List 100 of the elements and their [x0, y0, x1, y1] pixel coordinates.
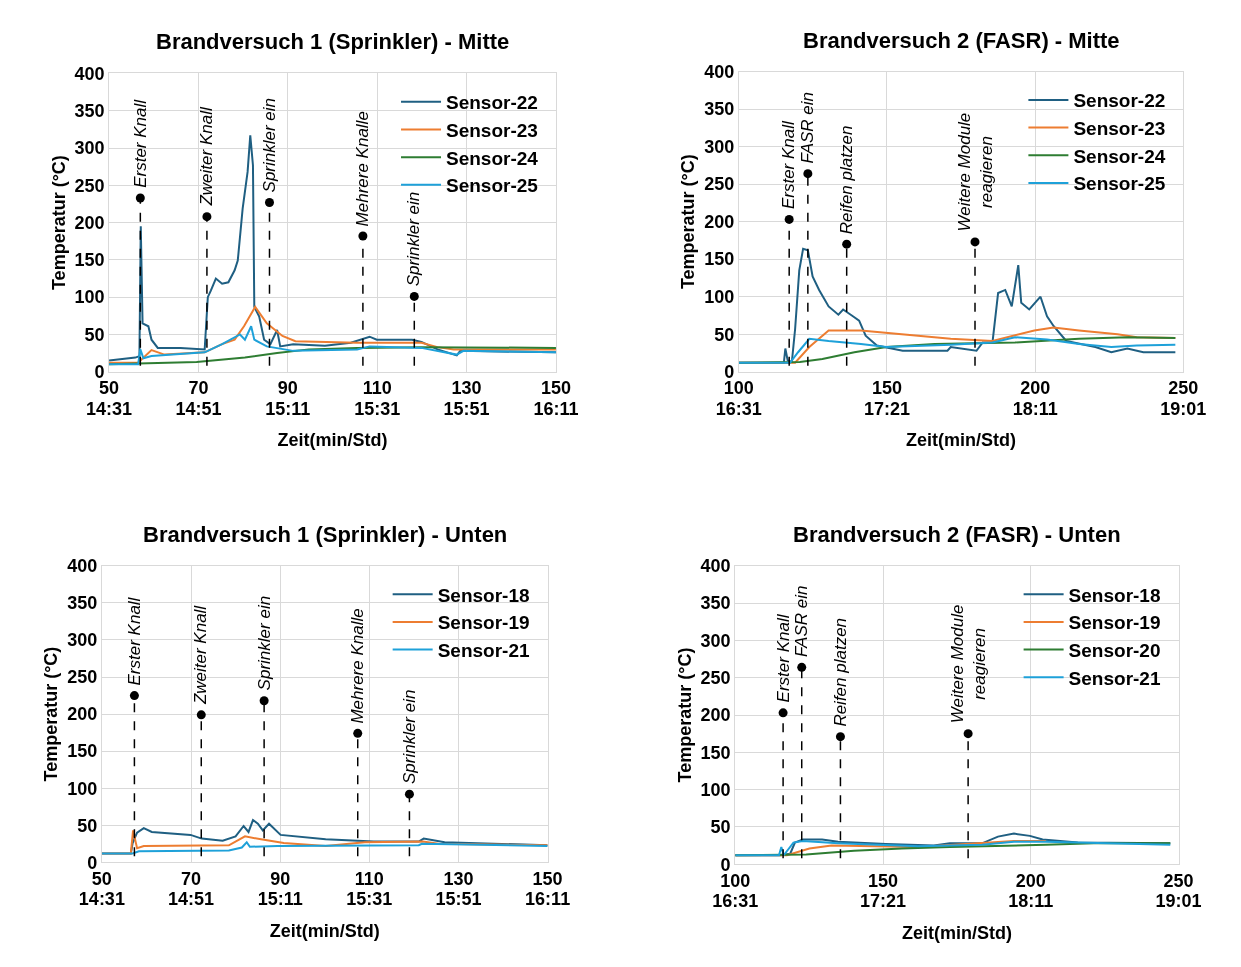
- x-tick-label: 70: [181, 868, 202, 889]
- y-tick-label: 300: [700, 630, 731, 651]
- annotation: Erster Knall: [125, 596, 145, 686]
- x-tick-label: 250: [1163, 870, 1194, 891]
- y-tick-label: 400: [74, 63, 105, 84]
- x2-tick-label: 14:31: [86, 398, 133, 419]
- x-tick-label: 150: [532, 868, 563, 889]
- y-tick-label: 150: [700, 742, 731, 763]
- y-tick-label: 100: [67, 778, 98, 799]
- x-tick-label: 200: [1020, 378, 1051, 399]
- y-tick-label: 300: [67, 630, 98, 651]
- y-tick-label: 50: [77, 815, 98, 836]
- annotation: Weitere Module reagieren: [947, 604, 990, 724]
- annotation: Zweiter Knall: [197, 106, 217, 207]
- y-axis-title: Temperatur (°C): [41, 646, 62, 782]
- x2-tick-label: 19:01: [1160, 398, 1207, 419]
- line-series: [101, 841, 548, 855]
- x2-tick-label: 18:11: [1008, 891, 1054, 912]
- annotation: Reifen platzen: [831, 617, 851, 727]
- y-tick-label: 300: [704, 136, 735, 157]
- x-tick-label: 250: [1168, 378, 1199, 399]
- x-axis-title: Zeit(min/Std): [269, 921, 380, 941]
- annotation: Erster Knall: [773, 613, 793, 703]
- x2-tick-label: 14:31: [78, 889, 125, 910]
- y-axis-title: Temperatur (°C): [48, 155, 69, 291]
- annotation: Reifen platzen: [837, 125, 857, 235]
- legend-label: Sensor-22: [1073, 90, 1166, 112]
- line-series: [109, 325, 556, 366]
- x-axis-title: Zeit(min/Std): [901, 922, 1012, 943]
- y-tick-label: 50: [714, 324, 735, 345]
- y-tick-label: 100: [704, 287, 735, 307]
- x2-tick-label: 17:21: [859, 891, 907, 912]
- annotation: Weitere Module reagieren: [954, 112, 996, 232]
- x-axis-title: Zeit(min/Std): [277, 430, 388, 451]
- line-series: [109, 305, 556, 364]
- legend-label: Sensor-23: [1073, 117, 1166, 139]
- x-axis-title: Zeit(min/Std): [906, 430, 1017, 451]
- y-tick-label: 350: [700, 593, 731, 614]
- x-tick-label: 150: [871, 378, 903, 399]
- x2-tick-label: 16:11: [533, 398, 579, 419]
- y-tick-label: 50: [84, 324, 105, 345]
- y-tick-label: 150: [704, 249, 735, 270]
- x2-tick-label: 18:11: [1012, 398, 1058, 419]
- y-tick-label: 200: [74, 212, 105, 233]
- annotation: Sprinkler ein: [259, 97, 279, 193]
- annotation: Erster Knall: [779, 120, 799, 210]
- annotation: FASR ein: [792, 585, 812, 658]
- x2-tick-label: 15:51: [435, 889, 482, 910]
- x-tick-label: 90: [270, 868, 291, 889]
- annotation: FASR ein: [798, 91, 818, 164]
- legend-label: Sensor-19: [437, 612, 530, 634]
- x-tick-label: 200: [1015, 870, 1046, 891]
- x-tick-label: 130: [451, 378, 482, 399]
- x2-tick-label: 15:11: [265, 398, 311, 419]
- y-tick-label: 200: [704, 211, 735, 232]
- x2-tick-label: 15:51: [443, 398, 490, 419]
- x2-tick-label: 19:01: [1155, 891, 1202, 912]
- legend-label: Sensor-25: [446, 175, 539, 197]
- legend-label: Sensor-21: [1068, 667, 1161, 689]
- y-tick-label: 200: [67, 704, 98, 725]
- y-tick-label: 400: [704, 61, 735, 82]
- legend-label: Sensor-22: [446, 92, 538, 114]
- x2-tick-label: 17:21: [863, 398, 911, 419]
- legend-label: Sensor-18: [1068, 584, 1161, 606]
- legend-label: Sensor-21: [437, 640, 530, 662]
- legend-label: Sensor-18: [437, 584, 530, 606]
- y-tick-label: 150: [67, 741, 98, 762]
- x2-tick-label: 14:51: [175, 398, 222, 419]
- y-tick-label: 350: [704, 99, 735, 120]
- x2-tick-label: 15:31: [346, 889, 393, 910]
- annotation: Sprinkler ein: [404, 191, 424, 287]
- line-series: [738, 336, 1177, 364]
- chart-title: Brandversuch 2 (FASR) - Unten: [793, 522, 1121, 547]
- x-tick-label: 90: [277, 378, 298, 399]
- legend-label: Sensor-19: [1068, 612, 1161, 634]
- x2-tick-label: 15:31: [354, 398, 401, 419]
- annotation: Mehrere Knalle: [347, 608, 367, 724]
- y-axis-title: Temperatur (°C): [678, 154, 699, 290]
- x-tick-label: 70: [188, 378, 209, 399]
- legend-label: Sensor-23: [446, 119, 538, 141]
- y-tick-label: 250: [74, 175, 105, 196]
- y-tick-label: 150: [74, 250, 105, 271]
- y-tick-label: 400: [67, 556, 98, 577]
- y-tick-label: 300: [74, 138, 105, 159]
- x-tick-label: 150: [540, 378, 571, 399]
- legend-label: Sensor-24: [446, 147, 539, 169]
- annotation: Sprinkler ein: [254, 595, 274, 691]
- y-tick-label: 350: [67, 593, 98, 614]
- y-tick-label: 250: [700, 668, 731, 689]
- y-tick-label: 100: [700, 779, 731, 800]
- chart-title: Brandversuch 1 (Sprinkler) - Mitte: [156, 29, 510, 54]
- x-tick-label: 110: [362, 378, 392, 399]
- x2-tick-label: 16:31: [712, 891, 759, 912]
- legend-label: Sensor-20: [1068, 640, 1161, 662]
- y-tick-label: 0: [87, 852, 98, 873]
- chart-title: Brandversuch 2 (FASR) - Mitte: [803, 28, 1120, 53]
- y-tick-label: 0: [720, 854, 731, 875]
- annotation: Zweiter Knall: [191, 604, 211, 706]
- x2-tick-label: 15:11: [257, 889, 303, 910]
- annotation: Sprinkler ein: [399, 689, 419, 785]
